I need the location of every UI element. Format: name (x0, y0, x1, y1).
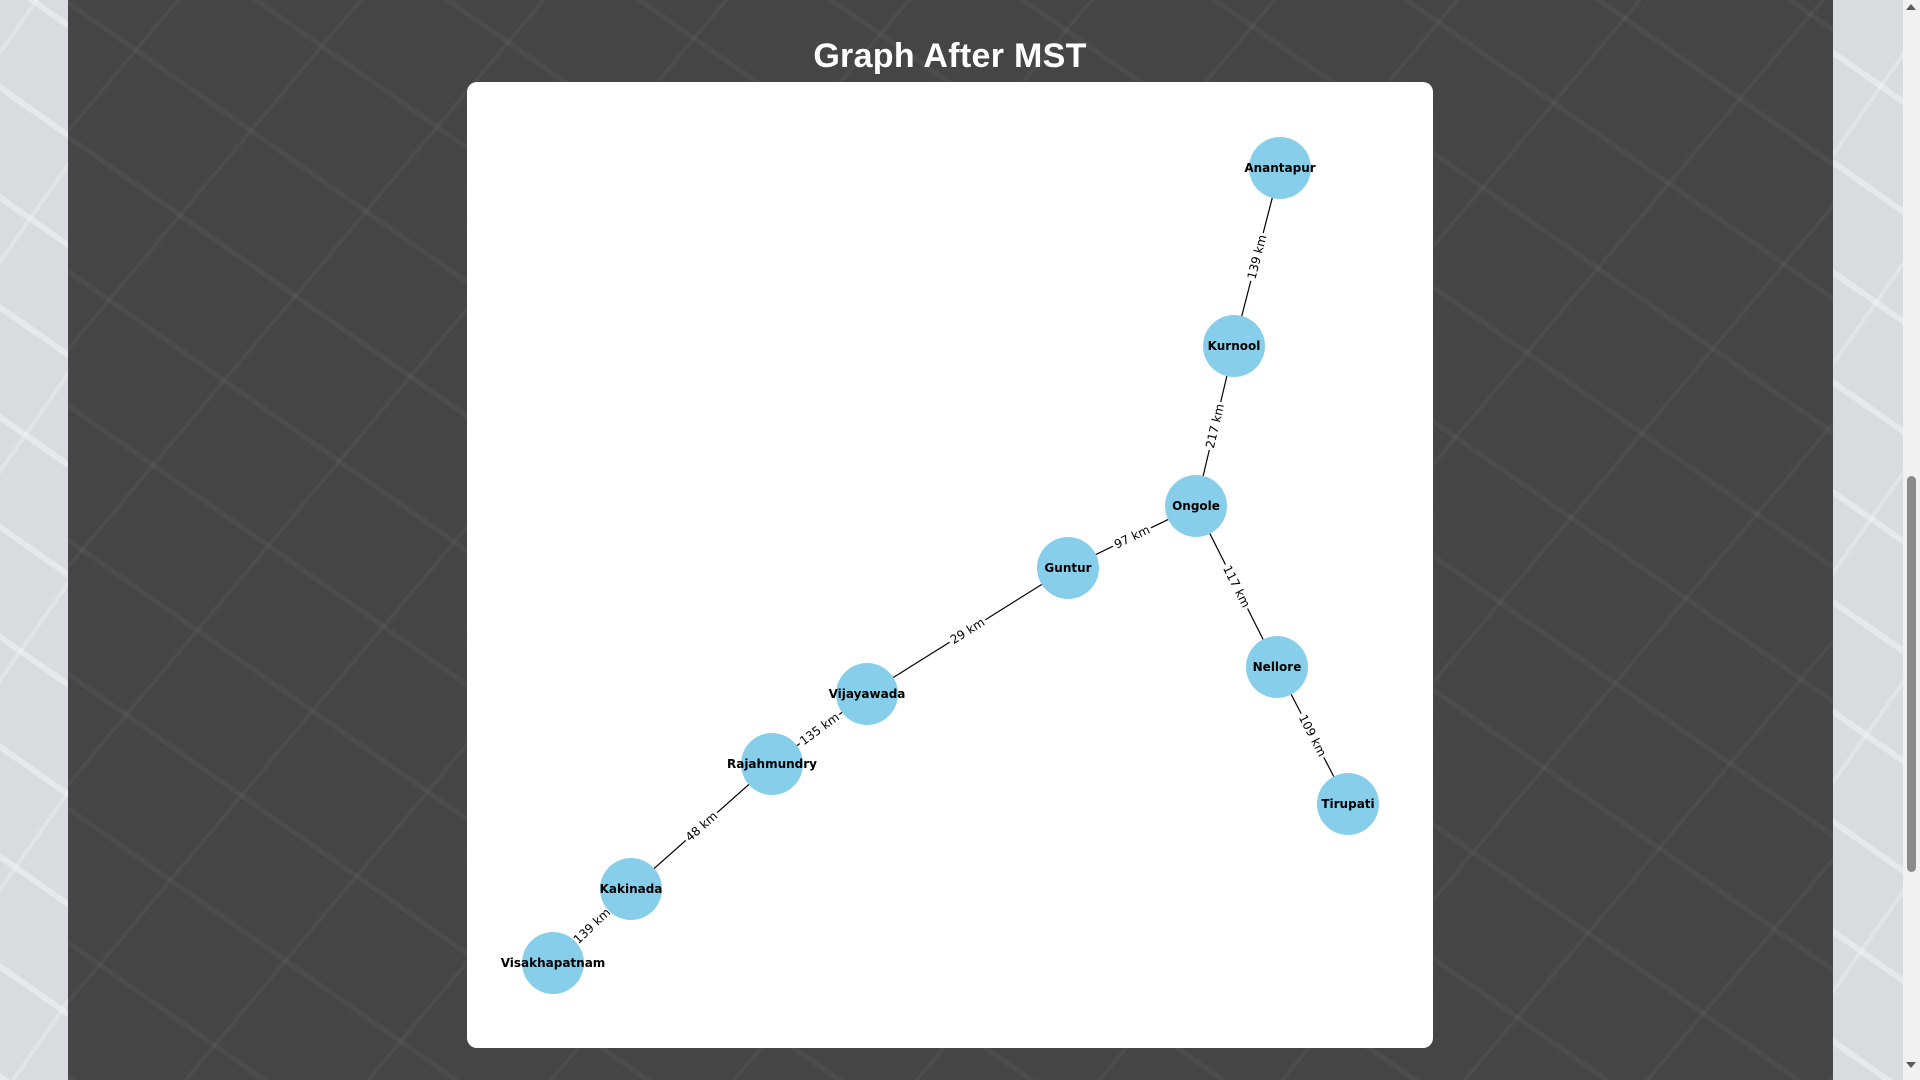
edges-layer: 139 km 217 km 97 km 117 km 109 km 29 km 135 km… (552, 167, 1349, 964)
edge-label-bg (1243, 231, 1271, 283)
edge-label-group: 109 km (1294, 709, 1331, 762)
node-anantapur (1249, 137, 1311, 199)
node-ongole (1165, 475, 1227, 537)
edge-label: 135 km (797, 710, 842, 748)
page-title: Graph After MST (813, 36, 1087, 75)
edge-label-group: 48 km (680, 806, 723, 847)
mst-graph: 139 km 217 km 97 km 117 km 109 km 29 km 135 km… (501, 137, 1379, 994)
node-label-vijayawada: Vijayawada (829, 687, 906, 701)
edge-label: 139 km (1245, 233, 1270, 280)
scroll-down-arrow-icon[interactable] (1906, 1062, 1916, 1068)
node-vijayawada (836, 663, 898, 725)
edge-label: 97 km (1112, 522, 1152, 551)
edge-label-group: 29 km (945, 613, 990, 649)
edge-label-bg (1201, 400, 1229, 452)
node-label-kurnool: Kurnool (1208, 339, 1261, 353)
edge-label-group: 217 km (1201, 400, 1229, 452)
node-guntur (1037, 537, 1099, 599)
edge-label-group: 117 km (1218, 560, 1255, 613)
edge-label-group: 97 km (1109, 520, 1155, 554)
node-label-visakhapatnam: Visakhapatnam (501, 956, 606, 970)
node-kurnool (1203, 315, 1265, 377)
node-label-nellore: Nellore (1253, 660, 1302, 674)
edge-label: 48 km (683, 809, 721, 845)
node-label-guntur: Guntur (1044, 561, 1091, 575)
scroll-thumb[interactable] (1907, 476, 1916, 872)
edge-label-bg (794, 707, 845, 751)
node-nellore (1246, 636, 1308, 698)
graph-card: 139 km 217 km 97 km 117 km 109 km 29 km 135 km… (467, 82, 1433, 1048)
edge-label-bg (680, 806, 723, 847)
edge-label-bg (1294, 709, 1331, 762)
node-rajahmundry (741, 733, 803, 795)
node-visakhapatnam (522, 932, 584, 994)
edge-label-group: 135 km (794, 707, 845, 751)
node-label-tirupati: Tirupati (1321, 797, 1374, 811)
edge-label-bg (568, 903, 616, 949)
scrollbar[interactable] (1903, 0, 1920, 1080)
edge-label-group: 139 km (1243, 231, 1271, 283)
node-tirupati (1317, 773, 1379, 835)
nodes-layer: Anantapur Kurnool Ongole Guntur Nellore Vijay… (501, 137, 1379, 994)
node-label-kakinada: Kakinada (600, 882, 663, 896)
node-kakinada (600, 858, 662, 920)
edge-label: 139 km (571, 905, 614, 946)
node-label-anantapur: Anantapur (1244, 161, 1315, 175)
scroll-up-arrow-icon[interactable] (1906, 4, 1916, 10)
edge-label: 217 km (1203, 402, 1227, 449)
edge-label-bg (1218, 560, 1255, 613)
edge-label-bg (1109, 520, 1155, 554)
node-label-ongole: Ongole (1172, 499, 1220, 513)
node-label-rajahmundry: Rajahmundry (727, 757, 817, 771)
edge-label-bg (945, 613, 990, 649)
